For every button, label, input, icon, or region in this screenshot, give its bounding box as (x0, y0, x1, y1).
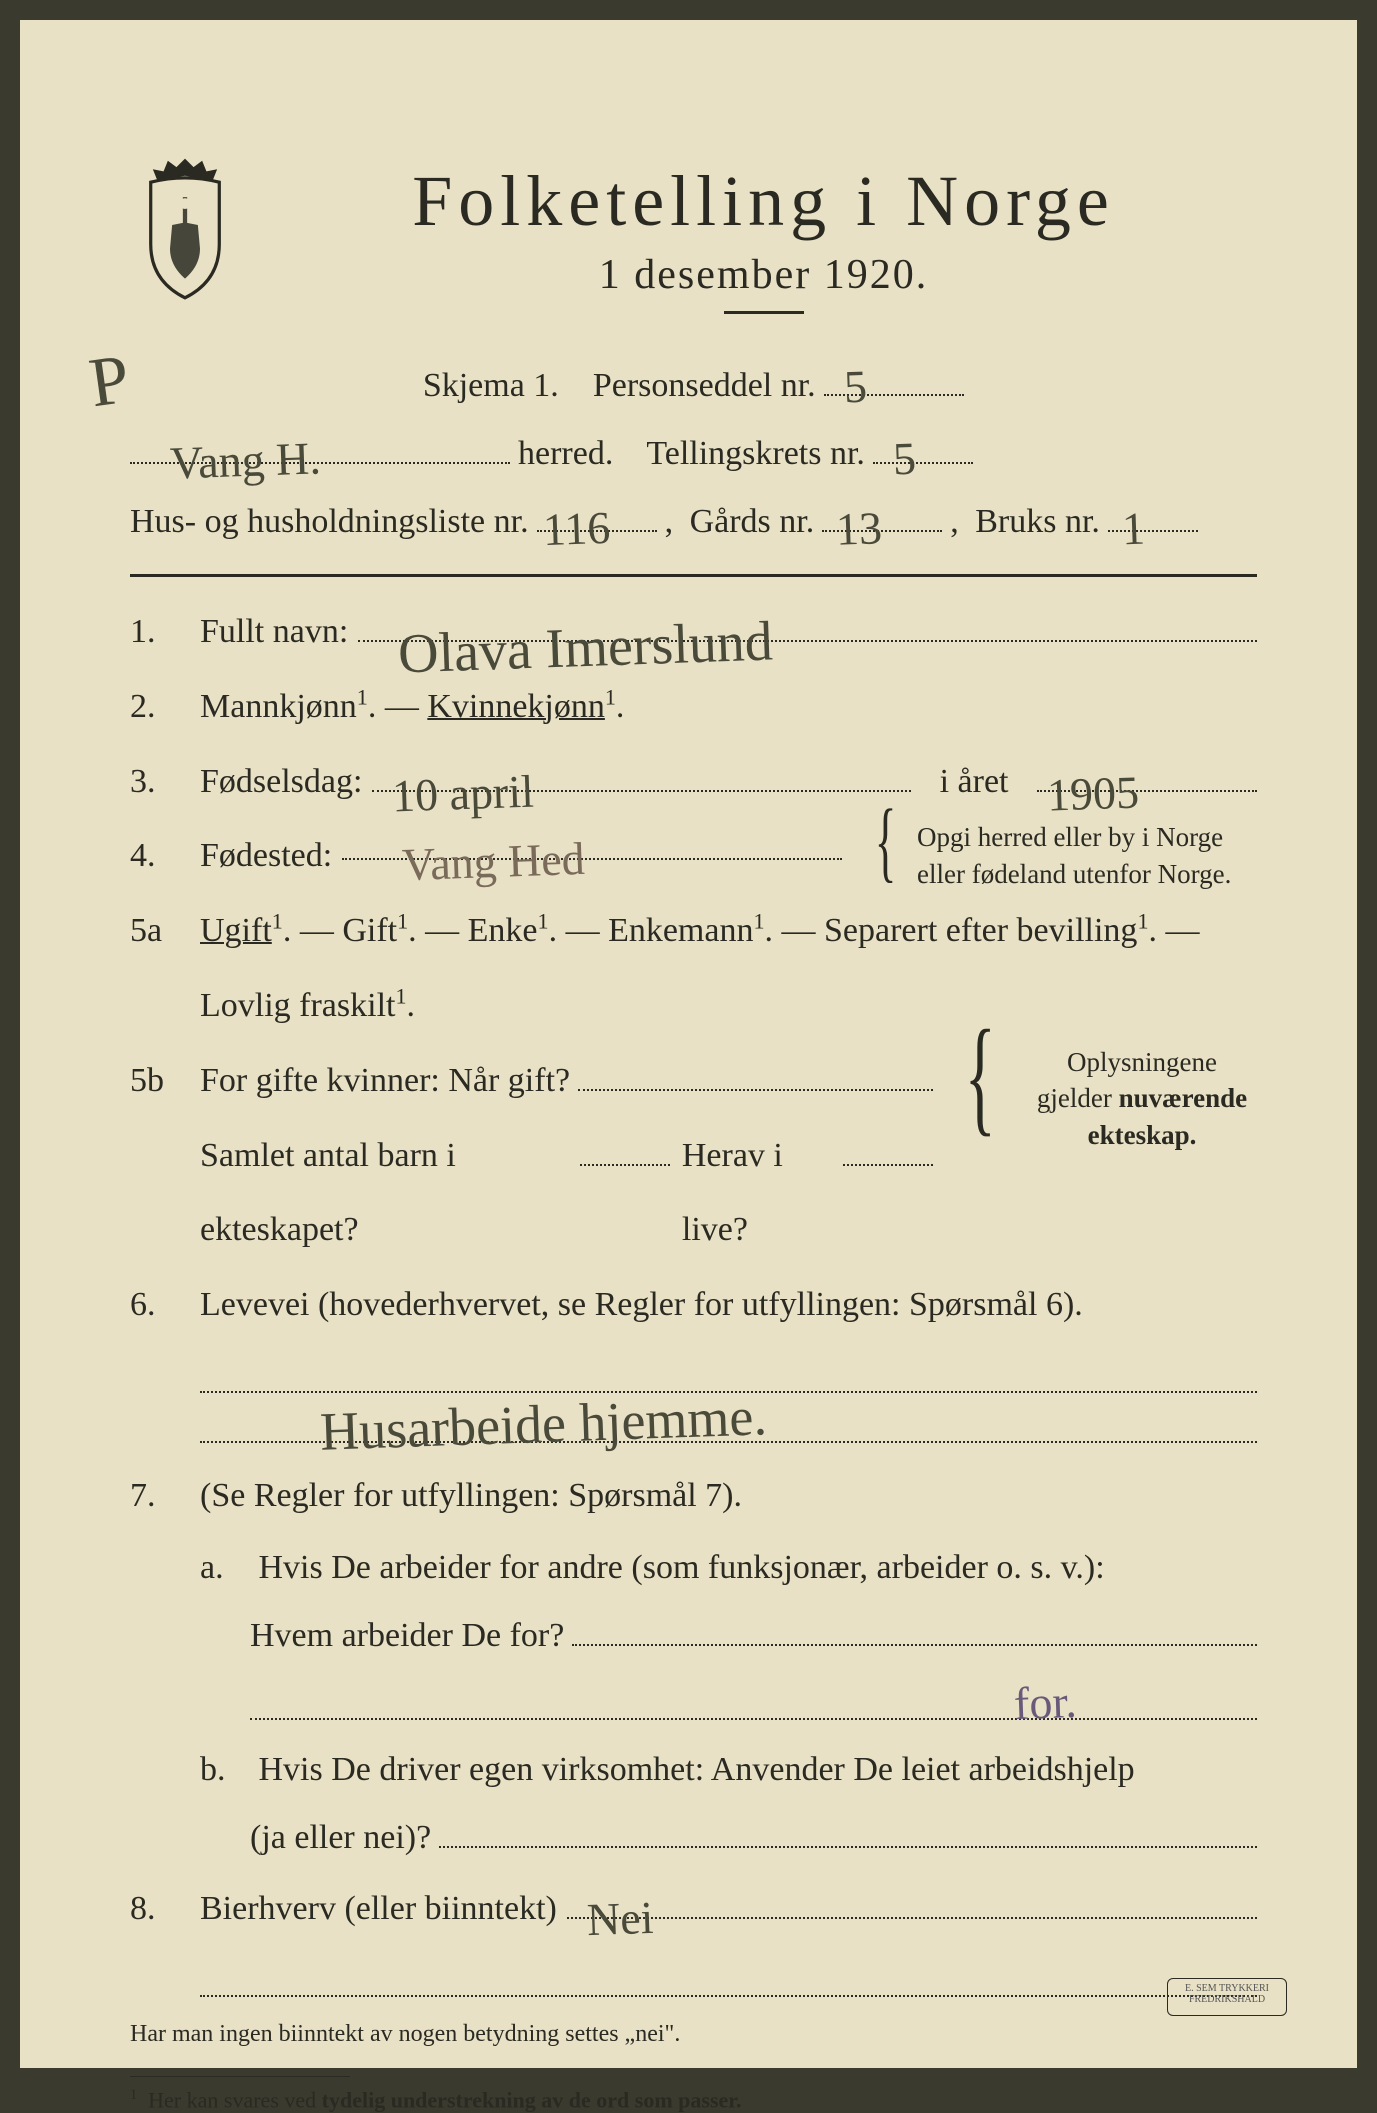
q4-label: Fødested: (200, 819, 332, 894)
title-rule (724, 311, 804, 314)
q7b-line1: Hvis De driver egen virksomhet: Anvender… (259, 1751, 1135, 1788)
husliste-label: Hus- og husholdningsliste nr. (130, 488, 529, 556)
title-block: Folketelling i Norge 1 desember 1920. (270, 160, 1257, 332)
q7a-line1: Hvis De arbeider for andre (som funksjon… (259, 1549, 1105, 1586)
personseddel-label: Personseddel nr. (593, 367, 816, 404)
q5a-opt-3[interactable]: Enkemann (608, 912, 753, 949)
brace-icon-2: { (964, 1044, 995, 1109)
footnote-rule (130, 2076, 350, 2077)
q6-row: 6. Levevei (hovederhvervet, se Regler fo… (130, 1268, 1257, 1343)
q7-row: 7. (Se Regler for utfyllingen: Spørsmål … (130, 1459, 1257, 1534)
q5b-line2: Samlet antal barn i ekteskapet? Herav i … (200, 1119, 933, 1269)
q1-label: Fullt navn: (200, 595, 348, 670)
meta-line-2: Vang H. herred. Tellingskrets nr. 5 (130, 420, 1257, 488)
q4-value: Vang Hed (401, 808, 587, 916)
q5b-body: For gifte kvinner: Når gift? Samlet anta… (200, 1044, 933, 1268)
q5a-opt-4[interactable]: Separert efter bevilling (824, 912, 1137, 949)
q5b-barn-field[interactable] (580, 1125, 670, 1166)
q5b-num: 5b (130, 1044, 190, 1119)
q3-year-value: 1905 (1045, 741, 1140, 845)
q8-field-2[interactable] (200, 1963, 1257, 1997)
q5a-opt-5[interactable]: Lovlig fraskilt (200, 987, 395, 1024)
page-title: Folketelling i Norge (270, 160, 1257, 243)
q5a-opt-2[interactable]: Enke (468, 912, 538, 949)
q3-row: 3. Fødselsdag: 10 april i året 1905 (130, 745, 1257, 820)
q5b-live-field[interactable] (843, 1125, 933, 1166)
bruks-value: 1 (1120, 483, 1146, 576)
q2-num: 2. (130, 670, 190, 745)
tellingskrets-field[interactable]: 5 (873, 423, 973, 464)
q3-num: 3. (130, 745, 190, 820)
divider-1 (130, 574, 1257, 577)
q5a-num: 5a (130, 894, 190, 969)
q6-label: Levevei (hovederhvervet, se Regler for u… (200, 1268, 1083, 1343)
printer-stamp: E. SEM TRYKKERI FREDRIKSHALD (1167, 1978, 1287, 2016)
q5a-options: Ugift1. — Gift1. — Enke1. — Enkemann1. —… (200, 894, 1257, 1044)
q5b-line1: For gifte kvinner: Når gift? (200, 1044, 933, 1119)
q5a-row: 5a Ugift1. — Gift1. — Enke1. — Enkemann1… (130, 894, 1257, 1044)
q8-num: 8. (130, 1872, 190, 1947)
q5b-note: Oplysningene gjelder nuværende ekteskap. (1027, 1044, 1257, 1153)
meta-line-3: Hus- og husholdningsliste nr. 116 , Gård… (130, 488, 1257, 556)
husliste-value: 116 (541, 482, 611, 576)
gards-label: Gårds nr. (690, 488, 815, 556)
census-form-page: Folketelling i Norge 1 desember 1920. Sk… (20, 20, 1357, 2068)
meta-line-1: Skjema 1. Personseddel nr. 5 P (130, 352, 1257, 420)
herred-label: herred. (518, 420, 613, 488)
q5b-row: 5b For gifte kvinner: Når gift? Samlet a… (130, 1044, 1257, 1268)
q4-num: 4. (130, 819, 190, 894)
q7a-letter: a. (200, 1534, 250, 1602)
q5a-opt-0[interactable]: Ugift (200, 912, 272, 949)
q8-value: Nei (585, 1867, 655, 1970)
herred-field[interactable]: Vang H. (130, 423, 510, 464)
bruks-label: Bruks nr. (975, 488, 1100, 556)
footnote-1: Har man ingen biinntekt av nogen betydni… (130, 2021, 1257, 2048)
q1-num: 1. (130, 595, 190, 670)
q6-num: 6. (130, 1268, 190, 1343)
q7-num: 7. (130, 1459, 190, 1534)
brace-icon: { (875, 819, 897, 864)
q6-value: Husarbeide hjemme. (319, 1385, 768, 1463)
q7b-letter: b. (200, 1736, 250, 1804)
q1-field[interactable]: Olava Imerslund (358, 601, 1257, 642)
q3-day-field[interactable]: 10 april (372, 751, 911, 792)
q7a-field-2[interactable]: for. (250, 1686, 1257, 1720)
q2-opt-a[interactable]: Mannkjønn (200, 688, 357, 725)
q5b-line2a-label: Samlet antal barn i ekteskapet? (200, 1119, 568, 1269)
q7a-value: for. (1013, 1675, 1077, 1730)
skjema-label: Skjema 1. (423, 367, 559, 404)
q3-year-field[interactable]: 1905 (1037, 751, 1257, 792)
q7a-line2: Hvem arbeider De for? (250, 1602, 564, 1670)
tellingskrets-label: Tellingskrets nr. (646, 420, 865, 488)
q1-row: 1. Fullt navn: Olava Imerslund (130, 595, 1257, 670)
q5b-gift-field[interactable] (578, 1050, 932, 1091)
q3-mid: i året (940, 745, 1009, 820)
q7a-field[interactable] (572, 1605, 1257, 1646)
personseddel-field[interactable]: 5 (824, 355, 964, 396)
q5b-line2b-label: Herav i live? (682, 1119, 835, 1269)
q1-value: Olava Imerslund (396, 581, 775, 717)
q5a-opt-1[interactable]: Gift (342, 912, 397, 949)
header-block: Folketelling i Norge 1 desember 1920. (130, 160, 1257, 332)
gards-value: 13 (835, 482, 884, 576)
q8-row: 8. Bierhverv (eller biinntekt) Nei (130, 1872, 1257, 1947)
q7-intro: (Se Regler for utfyllingen: Spørsmål 7). (200, 1459, 742, 1534)
bruks-field[interactable]: 1 (1108, 491, 1198, 532)
footnote-2: 1 Her kan svares ved tydelig understrekn… (130, 2087, 1257, 2113)
q7b-block: b. Hvis De driver egen virksomhet: Anven… (130, 1736, 1257, 1872)
q7b-field[interactable] (439, 1807, 1257, 1848)
q8-label: Bierhverv (eller biinntekt) (200, 1872, 557, 1947)
q4-field[interactable]: Vang Hed (342, 819, 842, 860)
q5b-line1-label: For gifte kvinner: Når gift? (200, 1044, 570, 1119)
page-subtitle: 1 desember 1920. (270, 251, 1257, 299)
q7b-line2: (ja eller nei)? (250, 1804, 431, 1872)
gards-field[interactable]: 13 (822, 491, 942, 532)
q7a-block: a. Hvis De arbeider for andre (som funks… (130, 1534, 1257, 1670)
q6-field-2[interactable]: Husarbeide hjemme. (200, 1409, 1257, 1443)
coat-of-arms-icon (130, 150, 240, 300)
q8-field[interactable]: Nei (567, 1878, 1257, 1919)
q3-label: Fødselsdag: (200, 745, 362, 820)
husliste-field[interactable]: 116 (537, 491, 657, 532)
